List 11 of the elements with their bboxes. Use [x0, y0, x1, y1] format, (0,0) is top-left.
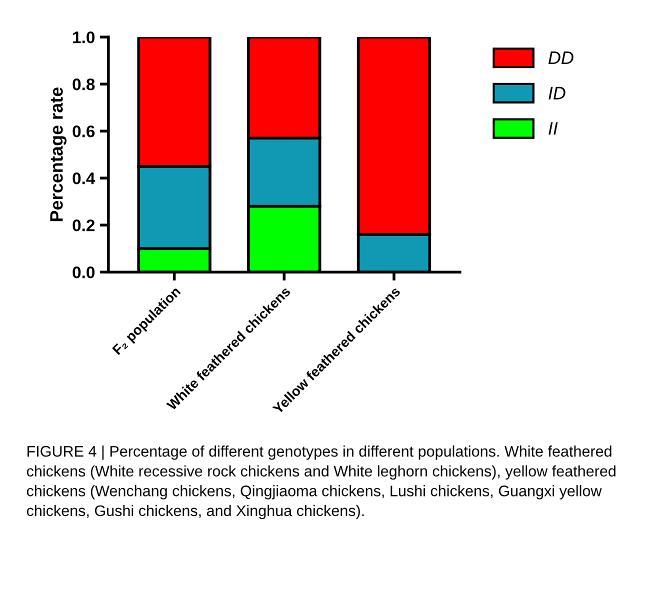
legend-label: ID [548, 86, 566, 100]
y-tick-label: 0.4 [72, 172, 96, 184]
y-tick-label: 0.0 [72, 266, 95, 278]
y-tick-label: 0.8 [72, 78, 95, 90]
y-tick-label: 0.2 [72, 219, 95, 232]
legend-label: DD [548, 52, 574, 64]
legend-label: II [548, 122, 558, 135]
y-tick-label: 1.0 [73, 31, 95, 44]
y-axis-title: Percentage rate [50, 87, 66, 222]
caption: FIGURE 4 | Percentage of different genotypes in different populations. White feathered chickens (White recessive rock chickens and White leghorn chickens), yellow feathered chickens (Wenchang chickens, Qingjiaoma chickens, Lushi chickens, Guangxi yellow chickens, Gushi chickens, and Xinghua chickens). [26, 446, 616, 520]
y-tick-label: 0.6 [72, 125, 95, 138]
